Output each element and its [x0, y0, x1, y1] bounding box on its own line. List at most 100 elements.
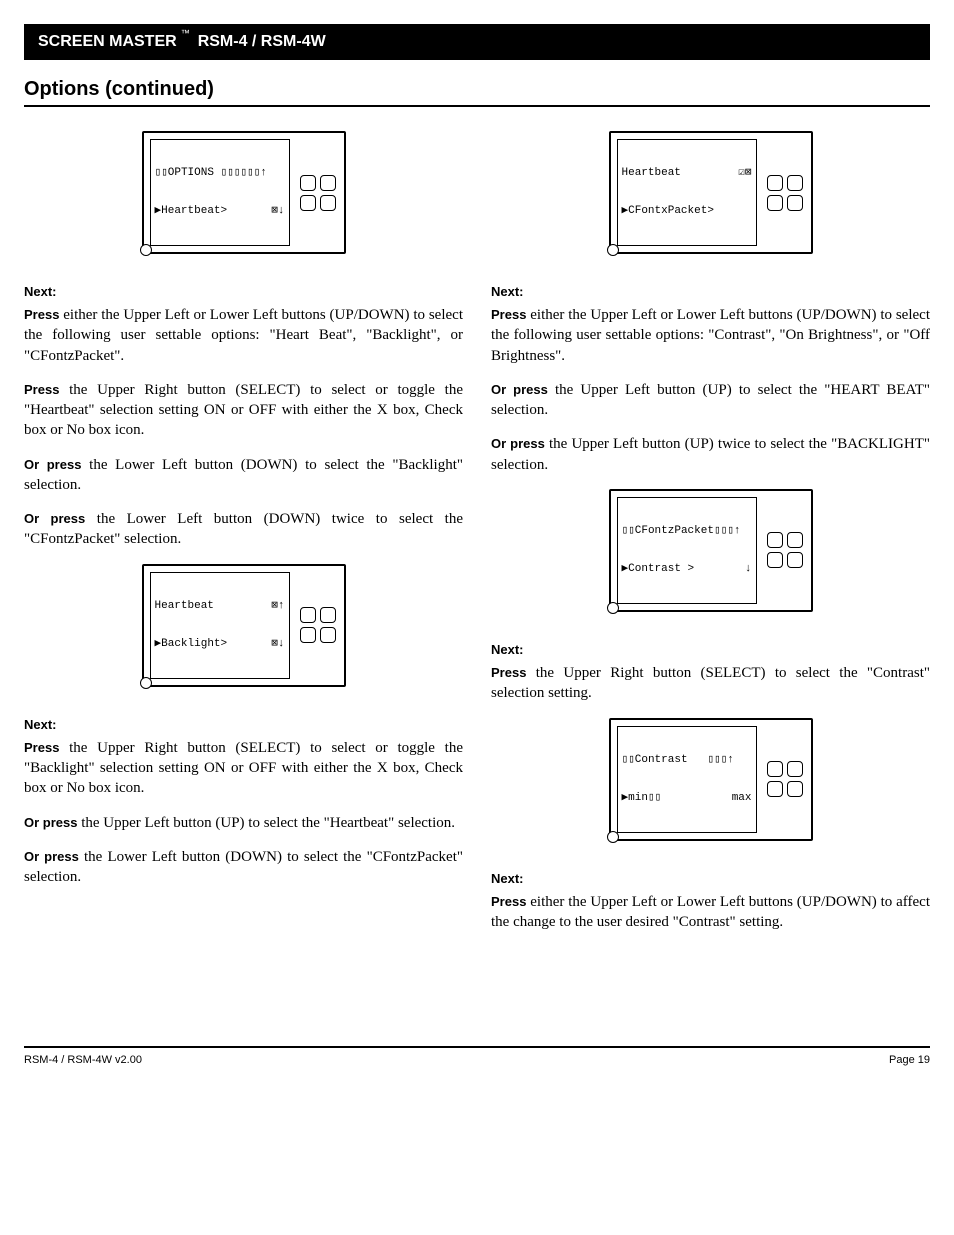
button-upper-left[interactable] — [767, 532, 783, 548]
section-rule — [24, 105, 930, 107]
body-text: the Upper Left button (UP) twice to sele… — [491, 436, 930, 472]
lcd-line1-left: Heartbeat — [155, 600, 214, 613]
knob-icon — [607, 831, 619, 843]
button-lower-left[interactable] — [300, 195, 316, 211]
button-upper-left[interactable] — [300, 175, 316, 191]
lead: Or press — [491, 382, 548, 397]
knob-icon — [140, 677, 152, 689]
lcd-line2-right: ⊠↓ — [271, 638, 284, 651]
footer: RSM-4 / RSM-4W v2.00 Page 19 — [24, 1054, 930, 1066]
lcd-line2-right: ⊠↓ — [271, 205, 284, 218]
body-text: the Lower Left button (DOWN) to select t… — [24, 457, 463, 493]
lcd-line1: ▯▯OPTIONS ▯▯▯▯▯▯↑ — [155, 167, 267, 180]
body-text: either the Upper Left or Lower Left butt… — [24, 307, 463, 364]
knob-icon — [607, 602, 619, 614]
lcd-line2-left: ▶Heartbeat> — [155, 205, 228, 218]
body-text: either the Upper Left or Lower Left butt… — [491, 307, 930, 364]
lcd-figure-2: Heartbeat⊠↑ ▶Backlight>⊠↓ — [24, 564, 463, 687]
header-tm: ™ — [181, 28, 190, 38]
step-head: Next: — [491, 642, 930, 657]
body-text: either the Upper Left or Lower Left butt… — [491, 894, 930, 930]
step-head: Next: — [491, 284, 930, 299]
lcd-line2-left: ▶CFontxPacket> — [622, 205, 714, 218]
button-lower-right[interactable] — [787, 552, 803, 568]
lcd-figure-3: Heartbeat☑⊠ ▶CFontxPacket> — [491, 131, 930, 254]
button-grid — [300, 175, 336, 211]
button-upper-left[interactable] — [300, 607, 316, 623]
lcd-unit: ▯▯Contrast ▯▯▯↑ ▶min▯▯ max — [609, 718, 813, 841]
header-band: SCREEN MASTER ™ RSM-4 / RSM-4W — [24, 24, 444, 60]
body-text: the Upper Left button (UP) to select the… — [491, 382, 930, 418]
paragraph: Press the Upper Right button (SELECT) to… — [491, 663, 930, 704]
lead: Or press — [24, 511, 85, 526]
lcd-screen: ▯▯CFontzPacket▯▯▯↑ ▶Contrast >↓ — [617, 497, 757, 604]
knob-icon — [607, 244, 619, 256]
button-lower-right[interactable] — [320, 627, 336, 643]
section-title: Options (continued) — [24, 78, 930, 101]
button-grid — [767, 532, 803, 568]
button-upper-right[interactable] — [320, 607, 336, 623]
button-upper-left[interactable] — [767, 175, 783, 191]
step-head: Next: — [24, 284, 463, 299]
lcd-line1: ▯▯Contrast ▯▯▯↑ — [622, 754, 734, 767]
lead: Or press — [24, 815, 77, 830]
button-upper-left[interactable] — [767, 761, 783, 777]
lead: Press — [491, 665, 526, 680]
lead: Or press — [24, 457, 81, 472]
button-upper-right[interactable] — [320, 175, 336, 191]
paragraph: Press the Upper Right button (SELECT) to… — [24, 738, 463, 799]
button-lower-right[interactable] — [320, 195, 336, 211]
body-text: the Lower Left button (DOWN) twice to se… — [24, 511, 463, 547]
knob-icon — [140, 244, 152, 256]
paragraph: Press either the Upper Left or Lower Lef… — [491, 892, 930, 933]
footer-right: Page 19 — [889, 1054, 930, 1066]
button-lower-right[interactable] — [787, 195, 803, 211]
button-lower-left[interactable] — [767, 781, 783, 797]
button-lower-left[interactable] — [767, 552, 783, 568]
lcd-unit: ▯▯OPTIONS ▯▯▯▯▯▯↑ ▶Heartbeat> ⊠↓ — [142, 131, 346, 254]
paragraph: Press either the Upper Left or Lower Lef… — [24, 305, 463, 366]
lcd-line1-right: ☑⊠ — [738, 167, 751, 180]
paragraph: Or press the Lower Left button (DOWN) to… — [24, 455, 463, 496]
lcd-screen: ▯▯OPTIONS ▯▯▯▯▯▯↑ ▶Heartbeat> ⊠↓ — [150, 139, 290, 246]
body-text: the Lower Left button (DOWN) to select t… — [24, 849, 463, 885]
button-grid — [300, 607, 336, 643]
button-lower-right[interactable] — [787, 781, 803, 797]
step-head: Next: — [491, 871, 930, 886]
button-upper-right[interactable] — [787, 175, 803, 191]
paragraph: Or press the Upper Left button (UP) to s… — [491, 380, 930, 421]
paragraph: Or press the Lower Left button (DOWN) tw… — [24, 509, 463, 550]
body-text: the Upper Right button (SELECT) to selec… — [24, 382, 463, 439]
paragraph: Press the Upper Right button (SELECT) to… — [24, 380, 463, 441]
lead: Press — [24, 307, 59, 322]
paragraph: Or press the Lower Left button (DOWN) to… — [24, 847, 463, 888]
button-lower-left[interactable] — [767, 195, 783, 211]
lead: Press — [24, 382, 59, 397]
lcd-line2-left: ▶min▯▯ — [622, 792, 662, 805]
lcd-unit: ▯▯CFontzPacket▯▯▯↑ ▶Contrast >↓ — [609, 489, 813, 612]
spacer — [24, 946, 930, 1006]
lead: Press — [491, 894, 526, 909]
lcd-screen: ▯▯Contrast ▯▯▯↑ ▶min▯▯ max — [617, 726, 757, 833]
footer-rule — [24, 1046, 930, 1048]
paragraph: Or press the Upper Left button (UP) to s… — [24, 813, 463, 833]
columns: ▯▯OPTIONS ▯▯▯▯▯▯↑ ▶Heartbeat> ⊠↓ Next: Pr… — [24, 127, 930, 946]
button-grid — [767, 761, 803, 797]
lcd-line2-right: ↓ — [745, 563, 752, 576]
header-product: SCREEN MASTER — [38, 33, 177, 51]
lcd-figure-5: ▯▯Contrast ▯▯▯↑ ▶min▯▯ max — [491, 718, 930, 841]
left-column: ▯▯OPTIONS ▯▯▯▯▯▯↑ ▶Heartbeat> ⊠↓ Next: Pr… — [24, 127, 463, 946]
lcd-line1-right: ⊠↑ — [271, 600, 284, 613]
button-upper-right[interactable] — [787, 761, 803, 777]
body-text: the Upper Right button (SELECT) to selec… — [491, 665, 930, 701]
lcd-figure-1: ▯▯OPTIONS ▯▯▯▯▯▯↑ ▶Heartbeat> ⊠↓ — [24, 131, 463, 254]
header-band-wrap: SCREEN MASTER ™ RSM-4 / RSM-4W — [24, 24, 930, 60]
paragraph: Or press the Upper Left button (UP) twic… — [491, 434, 930, 475]
lead: Or press — [24, 849, 79, 864]
lcd-line2-right: max — [732, 792, 752, 805]
lcd-screen: Heartbeat⊠↑ ▶Backlight>⊠↓ — [150, 572, 290, 679]
button-lower-left[interactable] — [300, 627, 316, 643]
lcd-line2-left: ▶Contrast > — [622, 563, 695, 576]
button-upper-right[interactable] — [787, 532, 803, 548]
lcd-unit: Heartbeat⊠↑ ▶Backlight>⊠↓ — [142, 564, 346, 687]
